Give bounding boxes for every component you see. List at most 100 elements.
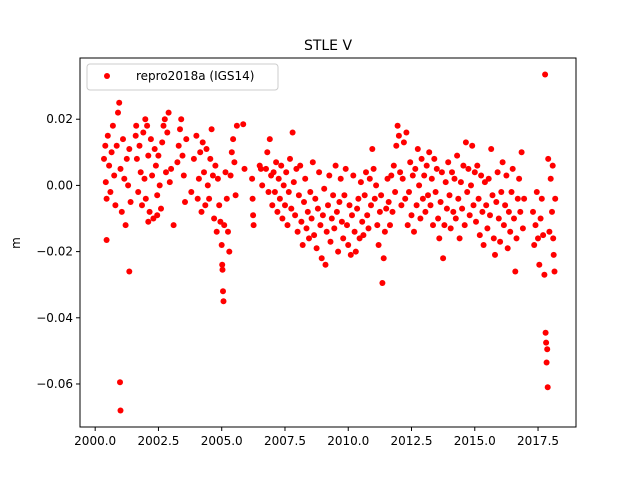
data-point [266, 136, 273, 143]
data-point [257, 165, 264, 172]
data-point [165, 109, 172, 116]
data-point [408, 212, 415, 219]
data-point [275, 175, 282, 182]
data-point [295, 192, 302, 199]
data-point [321, 185, 328, 192]
data-point [447, 225, 454, 232]
data-point [316, 169, 323, 176]
data-point [511, 215, 517, 222]
data-point [259, 182, 266, 189]
data-point [456, 235, 463, 242]
data-point [312, 195, 319, 202]
data-point [374, 222, 381, 229]
data-point [535, 235, 541, 242]
data-point [222, 169, 229, 176]
data-point [470, 202, 477, 209]
data-point [376, 208, 383, 215]
data-point [218, 242, 225, 248]
data-point [533, 189, 540, 195]
data-point [550, 235, 557, 242]
data-point [388, 172, 395, 179]
data-point [208, 126, 215, 133]
data-point [347, 251, 354, 258]
data-point [135, 189, 142, 195]
data-point [125, 182, 132, 189]
data-point [216, 202, 223, 209]
data-point [540, 232, 547, 239]
data-point [425, 192, 431, 199]
data-point [102, 179, 109, 186]
data-point [450, 208, 457, 215]
data-point [440, 255, 447, 262]
x-tick-label: 2005.0 [201, 434, 243, 448]
data-point [504, 245, 511, 252]
data-point [280, 182, 287, 189]
data-point [219, 266, 226, 273]
data-point [250, 222, 257, 229]
data-point [360, 232, 367, 239]
data-point [423, 162, 430, 169]
data-point [174, 159, 181, 166]
data-point [518, 149, 525, 156]
data-point [269, 202, 276, 209]
data-point [342, 165, 349, 172]
data-point [204, 182, 211, 189]
data-point [289, 129, 296, 136]
data-point [284, 222, 291, 229]
data-point [142, 116, 149, 123]
data-point [395, 132, 402, 139]
data-point [485, 175, 492, 182]
data-point [368, 202, 374, 209]
data-point [516, 175, 523, 182]
data-point [154, 192, 161, 199]
data-point [480, 242, 487, 248]
data-point [177, 126, 183, 133]
data-point [142, 195, 149, 202]
data-point [201, 169, 207, 176]
data-point [521, 195, 528, 202]
data-point [416, 182, 423, 189]
data-point [241, 165, 248, 172]
data-point [479, 208, 486, 215]
data-point [282, 202, 288, 209]
data-point [487, 212, 493, 219]
data-point [473, 218, 479, 225]
data-point [493, 199, 500, 205]
x-tick-label: 2015.0 [454, 434, 496, 448]
data-point [101, 155, 107, 162]
data-point [159, 139, 166, 146]
data-point [495, 215, 502, 222]
data-point [508, 189, 515, 195]
data-point [499, 159, 506, 166]
data-point [325, 202, 331, 209]
data-point [285, 189, 292, 195]
data-point [352, 248, 359, 255]
data-point [344, 222, 350, 229]
data-point [166, 179, 173, 186]
data-point [371, 195, 378, 202]
data-point [464, 189, 471, 195]
data-point [350, 172, 357, 179]
data-point [538, 195, 545, 202]
data-point [457, 179, 464, 186]
x-tick-label: 2010.0 [327, 434, 369, 448]
data-point [145, 218, 152, 225]
data-point [214, 175, 221, 182]
data-point [156, 182, 163, 189]
data-point [106, 162, 113, 169]
data-point [118, 208, 125, 215]
data-point [430, 222, 436, 229]
y-axis-label: m [9, 237, 23, 249]
data-point [136, 142, 143, 149]
data-point [428, 175, 435, 182]
data-point [154, 212, 161, 219]
data-point [227, 172, 234, 179]
data-point [249, 195, 256, 202]
data-point [544, 384, 551, 391]
data-point [541, 271, 548, 278]
data-point [213, 228, 220, 235]
data-point [355, 195, 362, 202]
data-point [365, 225, 372, 232]
data-point [393, 142, 400, 149]
data-point [209, 172, 216, 179]
